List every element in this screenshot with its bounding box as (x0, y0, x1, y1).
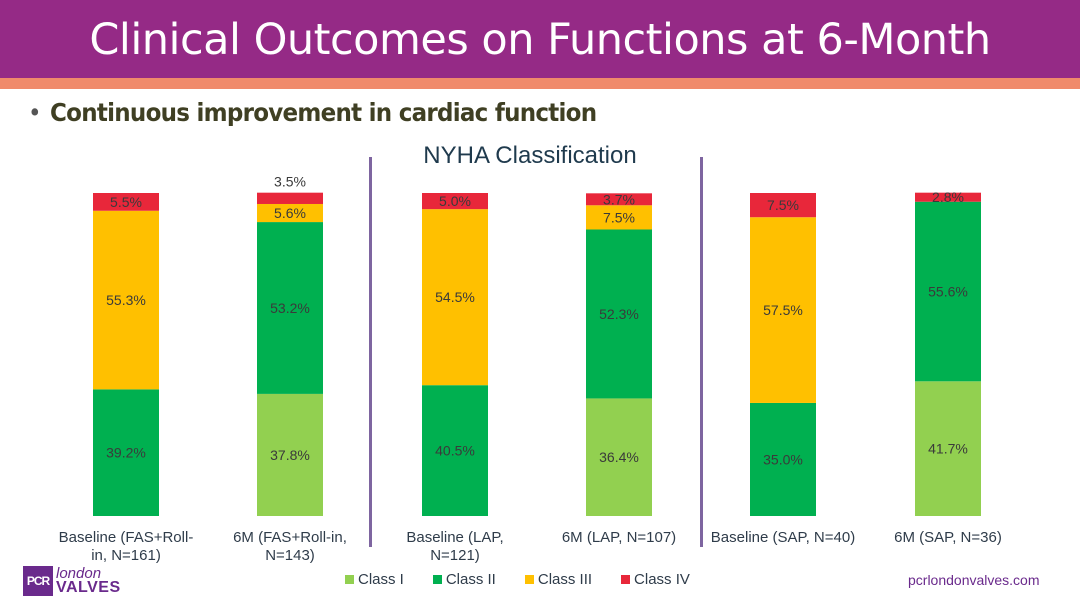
group-divider-1 (369, 157, 372, 547)
category-label: 6M (LAP, N=107) (534, 529, 704, 547)
data-label: 5.0% (439, 193, 471, 209)
legend-label: Class IV (634, 571, 690, 588)
legend-label: Class I (358, 571, 404, 588)
pcr-london-valves-logo: PCR london VALVES (23, 566, 121, 596)
bar-segment-class-ii (586, 229, 652, 399)
data-label: 55.6% (928, 284, 968, 300)
category-label-line: N=143) (265, 547, 315, 564)
data-label: 57.5% (763, 302, 803, 318)
group-divider-2 (700, 157, 703, 547)
data-label: 40.5% (435, 443, 475, 459)
category-label: 6M (SAP, N=36) (863, 529, 1033, 547)
bar-segment-class-i (586, 398, 652, 516)
data-label: 3.7% (603, 191, 635, 207)
bar-segment-class-iii (422, 209, 488, 386)
bullet-point: • Continuous improvement in cardiac funct… (28, 98, 597, 127)
bullet-icon: • (28, 98, 42, 127)
logo-box: PCR (23, 566, 53, 596)
slide-title: Clinical Outcomes on Functions at 6-Mont… (89, 15, 991, 65)
header-bar (0, 0, 1080, 78)
bar-segment-class-i (915, 381, 981, 516)
legend-swatch-icon (524, 575, 534, 584)
legend-label: Class II (445, 571, 496, 588)
category-label-line: 6M (LAP, N=107) (561, 529, 677, 546)
data-label: 35.0% (763, 451, 803, 467)
data-label: 36.4% (599, 449, 639, 465)
category-label-line: Baseline (SAP, N=40) (710, 529, 856, 546)
logo-line2: VALVES (56, 579, 121, 596)
category-label-line: Baseline (FAS+Roll- (58, 529, 194, 546)
logo-line1: london (56, 565, 102, 582)
chart-title: NYHA Classification (423, 142, 637, 169)
legend-label: Class III (537, 571, 593, 588)
data-label: 3.5% (274, 174, 306, 190)
data-label: 5.5% (110, 194, 142, 210)
footer-url: pcrlondonvalves.com (908, 572, 1040, 588)
data-label: 5.6% (274, 205, 306, 221)
bar-segment-class-ii (422, 385, 488, 516)
data-label: 37.8% (270, 447, 310, 463)
category-label-line: 6M (SAP, N=36) (894, 529, 1002, 546)
category-label-line: in, N=161) (91, 547, 161, 564)
data-label: 52.3% (599, 306, 639, 322)
bar-segment-class-iv (586, 193, 652, 206)
legend-item: Class II (432, 571, 496, 588)
category-label-line: N=121) (430, 547, 480, 564)
data-label: 7.5% (603, 209, 635, 225)
bar-segment-class-ii (257, 222, 323, 394)
bar-segment-class-iii (93, 210, 159, 390)
legend-item: Class III (524, 571, 593, 588)
bar-segment-class-i (257, 393, 323, 516)
bar-segment-class-iii (586, 205, 652, 230)
data-label: 2.8% (932, 189, 964, 205)
legend-swatch-icon (432, 575, 442, 584)
legend-item: Class IV (621, 571, 690, 588)
bar-segment-class-iv (750, 193, 816, 218)
data-label: 55.3% (106, 292, 146, 308)
category-label-line: Baseline (LAP, (406, 529, 504, 546)
bar-segment-class-ii (915, 201, 981, 382)
data-label: 7.5% (767, 197, 799, 213)
bar-segment-class-iii (257, 203, 323, 223)
category-label: 6M (FAS+Roll-in, N=143) (205, 529, 375, 565)
category-label: Baseline (FAS+Roll-in, N=161) (41, 529, 211, 565)
legend: Class I Class II Class III Class IV (345, 571, 719, 588)
legend-item: Class I (345, 571, 404, 588)
bar-segment-class-iii (750, 217, 816, 403)
bullet-text: Continuous improvement in cardiac functi… (50, 98, 597, 127)
bar-segment-class-ii (750, 402, 816, 516)
bar-segment-class-iv (422, 193, 488, 210)
data-label: 41.7% (928, 441, 968, 457)
legend-swatch-icon (345, 575, 354, 584)
bar-segment-class-iv (915, 192, 981, 202)
bar-segment-class-iv (93, 193, 159, 211)
category-label: Baseline (SAP, N=40) (698, 529, 868, 547)
data-label: 54.5% (435, 289, 475, 305)
bar-segment-class-ii (93, 389, 159, 516)
legend-swatch-icon (621, 575, 631, 584)
category-label-line: 6M (FAS+Roll-in, (233, 529, 347, 546)
data-label: 39.2% (106, 445, 146, 461)
bar-segment-class-iv (257, 192, 323, 204)
category-label: Baseline (LAP, N=121) (370, 529, 540, 565)
data-label: 53.2% (270, 300, 310, 316)
header-stripe (0, 78, 1080, 89)
